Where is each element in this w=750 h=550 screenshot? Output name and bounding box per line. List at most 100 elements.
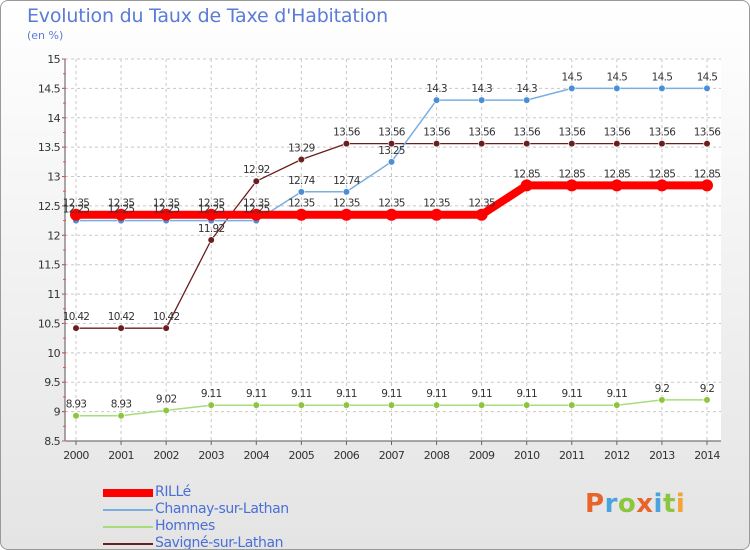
y-tick-label: 13 (47, 171, 60, 184)
data-label: 12.25 (198, 204, 225, 216)
data-point (342, 140, 351, 148)
data-point (520, 179, 533, 192)
data-point (703, 84, 711, 92)
data-point (295, 208, 308, 221)
data-point (207, 236, 215, 244)
logo-letter: i (653, 489, 663, 519)
data-point (432, 140, 441, 148)
data-label: 12.25 (153, 204, 180, 216)
data-point (342, 401, 351, 409)
data-point (610, 179, 623, 192)
data-point (475, 208, 488, 221)
x-tick-label: 2013 (649, 449, 675, 462)
data-label: 13.56 (378, 127, 406, 139)
data-label: 12.25 (243, 204, 270, 216)
x-tick-label: 2002 (153, 449, 179, 462)
y-tick-label: 9 (54, 406, 61, 419)
data-label: 9.11 (336, 388, 357, 400)
data-point (565, 179, 578, 192)
data-point (523, 140, 531, 148)
logo-letter: o (617, 489, 637, 519)
data-label: 12.85 (604, 168, 631, 180)
y-tick-label: 11.5 (38, 259, 61, 272)
data-label: 9.11 (201, 388, 222, 400)
data-label: 13.56 (649, 127, 677, 139)
data-label: 9.11 (246, 388, 267, 400)
data-point (523, 401, 531, 409)
data-label: 12.74 (288, 175, 316, 187)
data-point (72, 324, 80, 332)
data-label: 9.11 (426, 388, 447, 400)
data-point (613, 84, 621, 92)
data-label: 14.5 (652, 71, 673, 83)
x-tick-label: 2007 (379, 449, 405, 462)
data-label: 12.85 (649, 168, 676, 180)
legend-label-rille: RILLé (155, 484, 191, 500)
data-point (658, 84, 666, 92)
y-tick-label: 10.5 (38, 317, 61, 330)
data-point (252, 401, 260, 409)
data-label: 9.11 (561, 388, 582, 400)
legend-label-savigne: Savigné-sur-Lathan (155, 535, 284, 550)
data-point (658, 140, 666, 148)
data-label: 12.35 (108, 198, 135, 210)
legend-label-hommes: Hommes (155, 518, 215, 534)
data-label: 12.35 (63, 198, 90, 210)
logo-letter: P (585, 489, 605, 519)
data-label: 12.35 (378, 198, 405, 210)
data-label: 13.56 (423, 127, 451, 139)
x-tick-label: 2008 (424, 449, 450, 462)
data-point (478, 140, 486, 148)
data-label: 9.2 (655, 383, 670, 395)
logo-letter: r (604, 489, 618, 519)
data-label: 12.35 (468, 198, 495, 210)
data-point (568, 140, 576, 148)
legend-item-savigne[interactable]: Savigné-sur-Lathan (103, 535, 363, 550)
x-tick-label: 2000 (63, 449, 89, 462)
data-label: 13.56 (604, 127, 632, 139)
data-point (703, 140, 711, 148)
y-tick-label: 11 (47, 288, 60, 301)
data-point (478, 96, 486, 104)
data-point (701, 179, 713, 192)
data-label: 13.25 (378, 145, 405, 157)
data-label: 14.3 (426, 83, 447, 95)
logo-letter: x (636, 489, 654, 519)
data-point (340, 208, 353, 221)
data-point (70, 208, 82, 221)
data-point (387, 158, 396, 166)
data-point (432, 401, 441, 409)
x-tick-label: 2011 (559, 449, 585, 462)
x-tick-label: 2012 (604, 449, 630, 462)
data-point (207, 401, 215, 409)
legend: RILLé Channay-sur-Lathan Hommes Savigné-… (103, 484, 363, 550)
data-label: 12.35 (288, 198, 315, 210)
data-point (252, 177, 260, 185)
data-label: 13.56 (333, 127, 361, 139)
legend-item-hommes[interactable]: Hommes (103, 518, 363, 536)
data-point (205, 208, 218, 221)
data-label: 12.35 (243, 198, 270, 210)
y-tick-label: 14.5 (38, 82, 61, 95)
data-label: 14.3 (471, 83, 492, 95)
x-tick-label: 2006 (334, 449, 360, 462)
legend-swatch-rille (103, 489, 153, 497)
legend-item-channay[interactable]: Channay-sur-Lathan (103, 501, 363, 519)
y-tick-label: 8.5 (44, 435, 60, 448)
data-label: 14.5 (607, 71, 628, 83)
x-tick-label: 2014 (694, 449, 720, 462)
data-point (387, 140, 396, 148)
y-tick-label: 15 (47, 53, 60, 66)
proxiti-logo[interactable]: Proxiti (585, 489, 685, 519)
data-point (297, 188, 305, 196)
legend-swatch-channay (103, 509, 153, 511)
legend-item-rille[interactable]: RILLé (103, 484, 363, 502)
data-label: 12.35 (198, 198, 225, 210)
data-point (117, 324, 125, 332)
data-point (72, 412, 80, 420)
data-label: 11.92 (198, 223, 225, 235)
data-point (297, 401, 305, 409)
x-tick-label: 2003 (198, 449, 224, 462)
data-label: 12.35 (153, 198, 180, 210)
